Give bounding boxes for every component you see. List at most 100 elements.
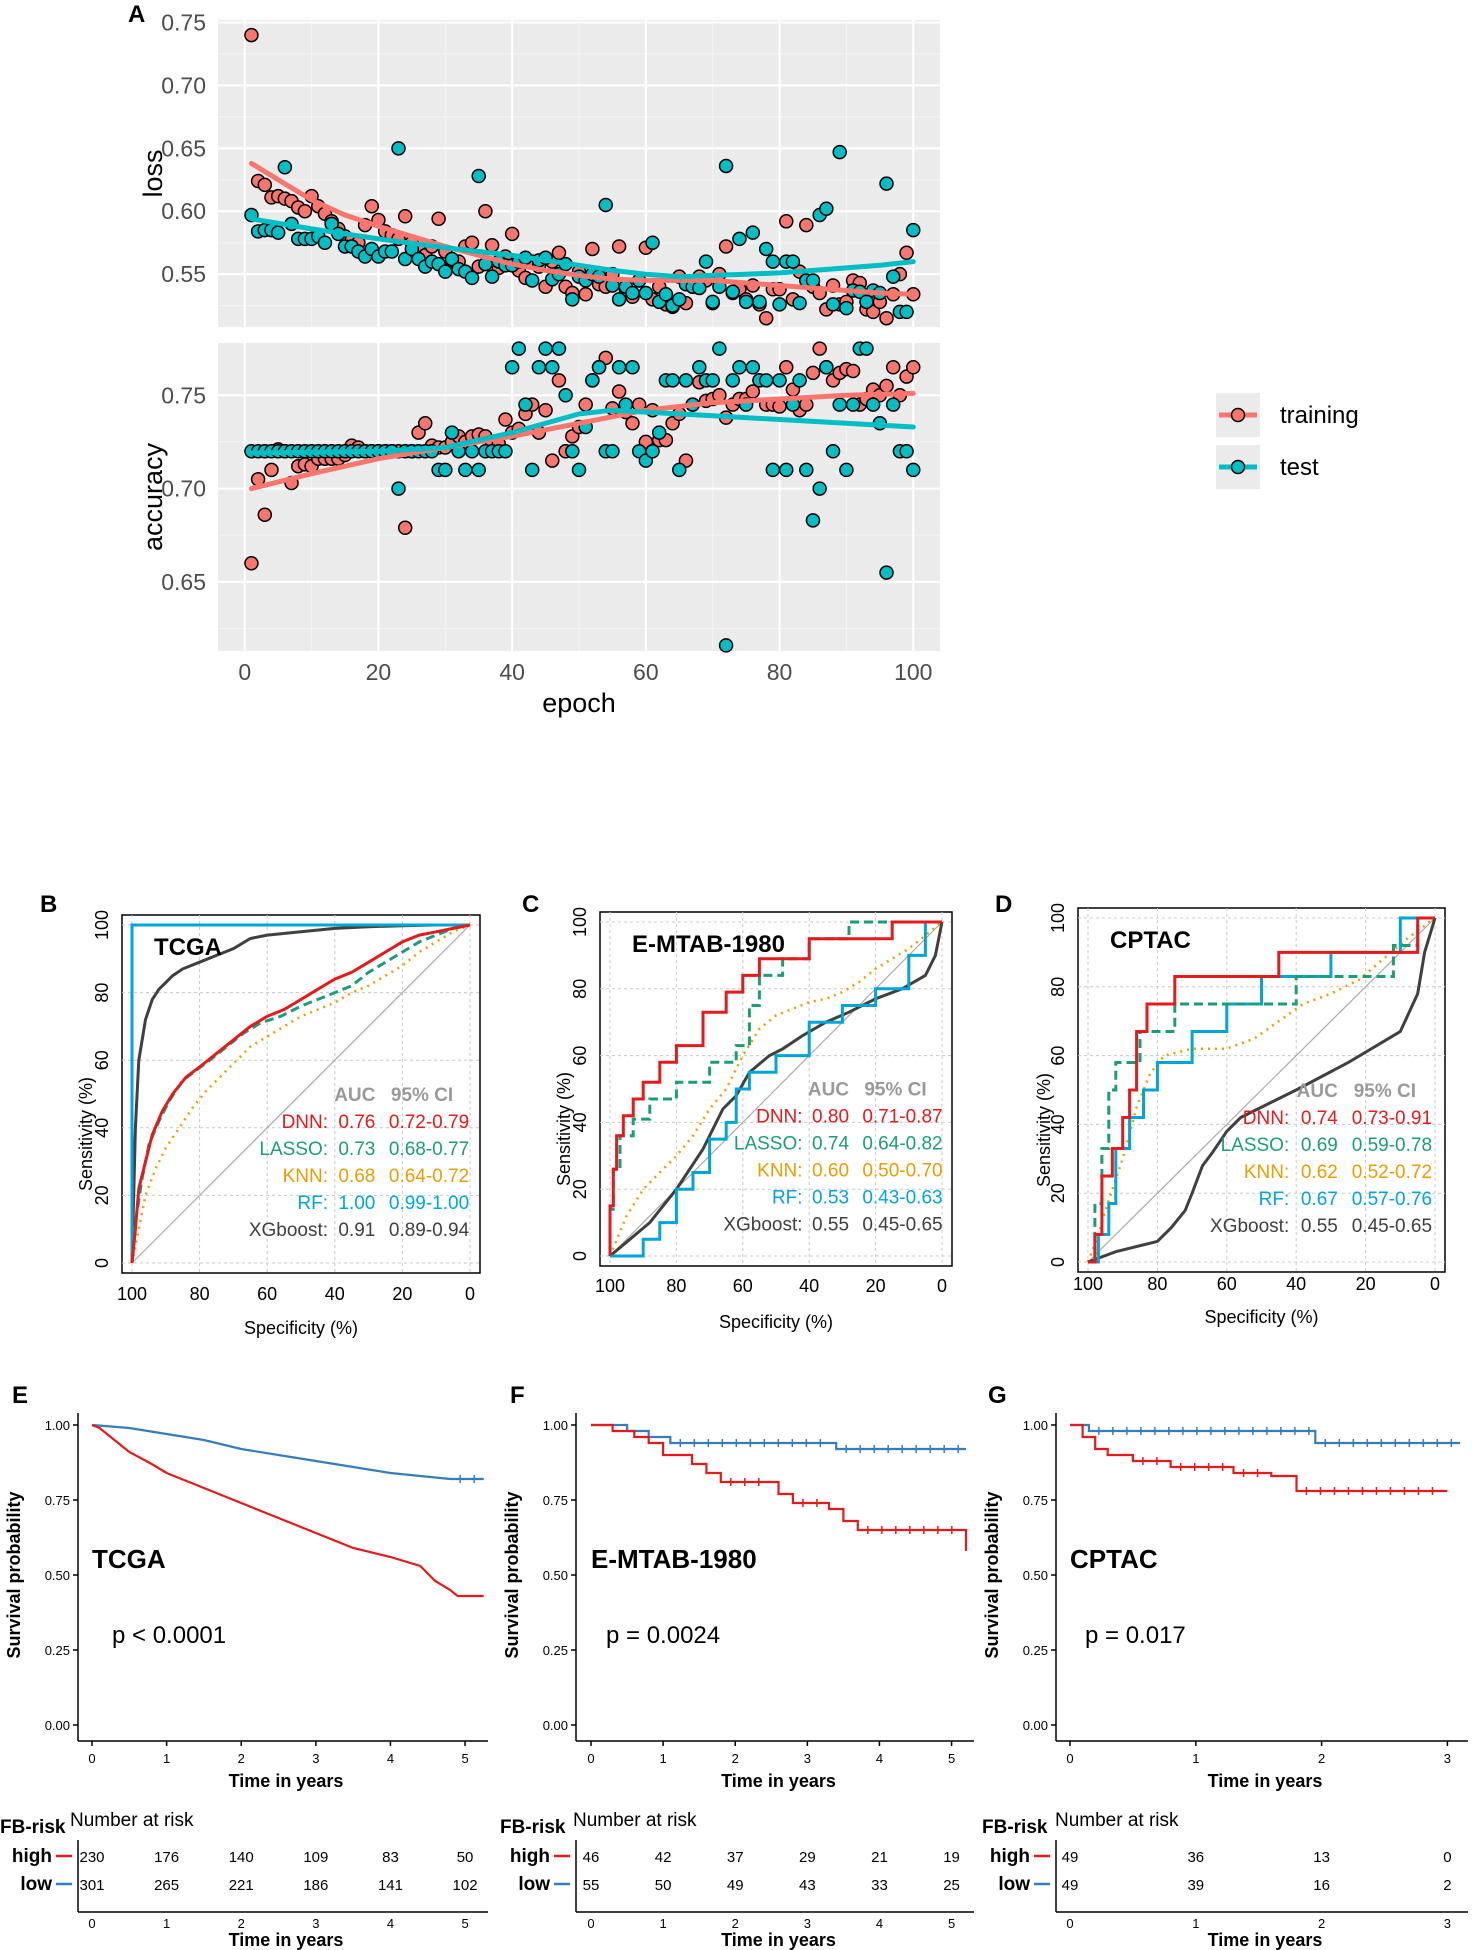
auc-ci: 0.99-1.00: [389, 1193, 469, 1214]
auc-value: 0.74: [1301, 1108, 1338, 1129]
point-training: [478, 203, 493, 219]
auc-ci: 0.52-0.72: [1352, 1162, 1432, 1183]
point-training: [845, 363, 861, 379]
auc-value: 1.00: [338, 1193, 375, 1214]
point-test: [845, 397, 861, 412]
roc-x-axis-label: Specificity (%): [1204, 1307, 1318, 1327]
km-x-axis-label: Time in years: [1208, 1771, 1323, 1791]
smooth-line-training: [248, 160, 916, 297]
risk-x-tick-label: 2: [1318, 1916, 1325, 1931]
km-x-tick-label: 5: [461, 1751, 468, 1766]
auc-value: 0.55: [812, 1215, 849, 1236]
roc-cohort-title: E-MTAB-1980: [632, 931, 785, 958]
point-test: [551, 341, 567, 356]
auc-row-label: KNN:: [757, 1161, 802, 1182]
point-test: [672, 462, 687, 478]
point-test: [531, 360, 547, 375]
point-training: [538, 402, 553, 418]
km-curve-high: [91, 1423, 484, 1598]
auc-value: 0.68: [338, 1166, 375, 1187]
risk-count-low: 43: [799, 1877, 816, 1894]
risk-count-high: 140: [229, 1849, 254, 1866]
smooth-line-test: [248, 407, 916, 456]
ci-header: 95% CI: [864, 1080, 926, 1101]
point-test: [692, 360, 707, 375]
point-test: [471, 168, 486, 184]
auc-value: 0.60: [812, 1161, 849, 1182]
risk-count-low: 141: [378, 1877, 403, 1894]
auc-ci: 0.68-0.77: [389, 1139, 469, 1160]
point-test: [738, 294, 754, 310]
roc-y-tick: 80: [570, 979, 590, 999]
point-test: [718, 638, 734, 653]
point-test: [471, 462, 486, 478]
point-test: [732, 231, 747, 247]
auc-row-label: RF:: [1259, 1189, 1290, 1210]
roc-y-tick: 20: [1048, 1183, 1068, 1203]
roc-curve-knn: [608, 921, 943, 1257]
point-test: [585, 373, 600, 388]
auc-value: 0.69: [1301, 1135, 1338, 1156]
point-test: [725, 284, 741, 300]
point-test: [625, 360, 640, 375]
auc-ci: 0.64-0.72: [389, 1166, 469, 1187]
km-x-tick-label: 0: [1066, 1751, 1073, 1766]
km-y-tick-label: 0.25: [45, 1643, 70, 1658]
point-training: [545, 453, 560, 468]
km-y-tick-label: 1.00: [543, 1418, 568, 1433]
risk-count-high: 19: [943, 1849, 960, 1866]
roc-x-tick: 80: [1147, 1274, 1167, 1294]
roc-y-tick: 0: [570, 1251, 590, 1261]
point-training: [244, 556, 259, 571]
y-tick-label: 0.75: [161, 10, 206, 36]
km-x-tick-label: 0: [587, 1751, 594, 1766]
roc-curve-dnn: [608, 920, 942, 1256]
panel-label-d: D: [995, 891, 1012, 918]
risk-row-label-low: low: [20, 1874, 52, 1895]
risk-x-tick-label: 3: [1444, 1916, 1451, 1931]
y-axis-label-accuracy: accuracy: [138, 442, 168, 551]
point-training: [578, 287, 593, 302]
roc-x-tick: 80: [190, 1284, 210, 1304]
km-x-tick-label: 5: [948, 1751, 955, 1766]
auc-ci: 0.89-0.94: [389, 1220, 470, 1241]
point-test: [317, 235, 333, 250]
legend-key-point-test: [1230, 459, 1246, 475]
risk-row-label-low: low: [998, 1874, 1030, 1895]
km-y-axis-label: Survival probability: [502, 1491, 522, 1658]
risk-table-header: Number at risk: [1055, 1810, 1179, 1831]
point-test: [805, 513, 821, 528]
roc-y-tick: 40: [570, 1112, 590, 1132]
auc-value: 0.53: [812, 1188, 849, 1209]
point-training: [899, 245, 914, 261]
km-y-tick-label: 0.50: [45, 1568, 70, 1583]
risk-table-title: FB-risk: [982, 1817, 1048, 1838]
point-test: [511, 341, 527, 356]
risk-x-tick-label: 3: [312, 1916, 319, 1931]
risk-x-tick-label: 0: [1066, 1916, 1073, 1931]
auc-row-label: RF:: [772, 1188, 803, 1209]
point-test: [524, 462, 540, 478]
point-test: [571, 462, 587, 478]
risk-x-tick-label: 3: [804, 1916, 811, 1931]
auc-ci: 0.73-0.91: [1352, 1108, 1432, 1129]
risk-table-header: Number at risk: [573, 1810, 697, 1831]
km-curve-low: [91, 1423, 484, 1481]
roc-curve-dnn: [1088, 916, 1435, 1264]
km-y-tick-label: 0.00: [45, 1718, 70, 1733]
point-test: [678, 373, 694, 388]
roc-y-tick: 0: [1048, 1257, 1068, 1267]
km-cohort-title: CPTAC: [1070, 1544, 1158, 1574]
point-training: [865, 304, 881, 320]
roc-y-tick: 60: [1048, 1046, 1068, 1066]
point-test: [879, 176, 894, 191]
risk-x-axis-label: Time in years: [721, 1930, 836, 1950]
point-test: [805, 273, 821, 288]
point-test: [758, 373, 774, 388]
auc-row-label: XGboost:: [1210, 1216, 1289, 1237]
risk-count-high: 230: [79, 1849, 104, 1866]
point-test: [785, 254, 801, 269]
point-training: [879, 378, 894, 394]
risk-count-high: 29: [799, 1849, 816, 1866]
risk-count-low: 102: [453, 1877, 478, 1894]
